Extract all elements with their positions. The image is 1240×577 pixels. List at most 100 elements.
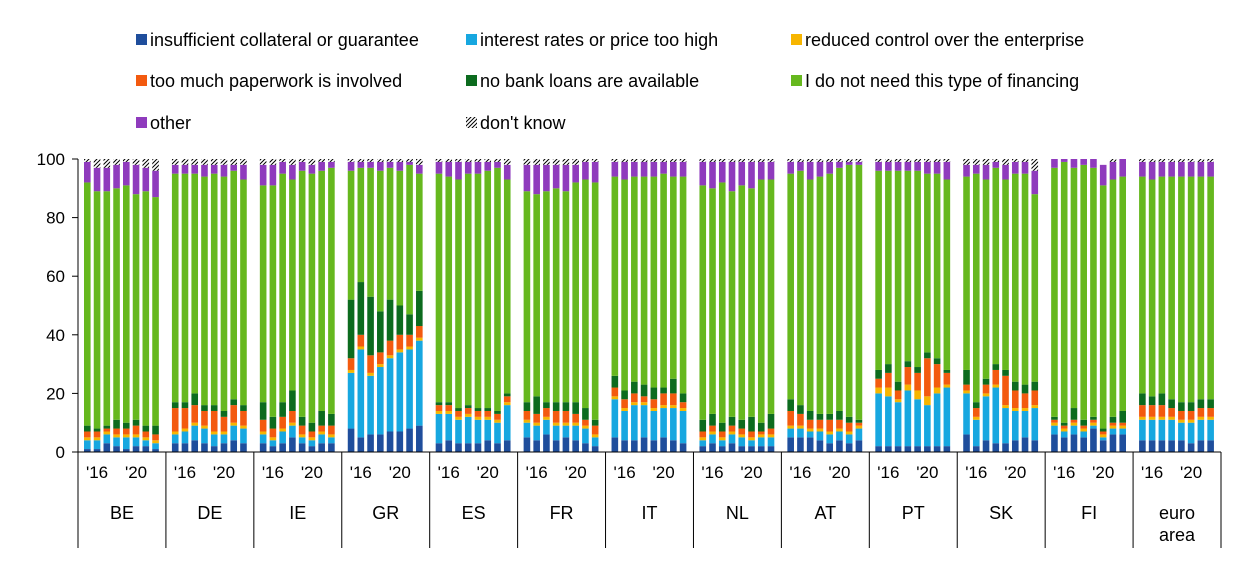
group-label: DE	[197, 503, 222, 523]
bar-segment	[230, 164, 238, 171]
bar-segment	[318, 161, 325, 171]
bar-segment	[1099, 428, 1107, 432]
bar-segment	[1178, 161, 1185, 177]
bar-segment	[347, 170, 355, 300]
bar-segment	[650, 440, 658, 452]
bar	[406, 159, 413, 452]
bar-segment	[631, 381, 638, 394]
bar-segment	[328, 425, 335, 435]
bar-segment	[885, 159, 892, 162]
bar-segment	[797, 428, 804, 438]
bar-segment	[855, 159, 863, 162]
bar-segment	[210, 431, 218, 435]
bar-segment	[572, 159, 579, 165]
bar-segment	[1090, 416, 1097, 420]
bar-segment	[816, 440, 824, 452]
bar-segment	[533, 425, 540, 441]
bar-segment	[191, 173, 199, 394]
bar-segment	[1168, 416, 1175, 420]
bar-segment	[660, 159, 667, 162]
bar-segment	[142, 440, 150, 447]
group-label: SK	[989, 503, 1013, 523]
bar-segment	[787, 399, 794, 411]
bar-segment	[562, 159, 570, 165]
bar-segment	[894, 399, 902, 403]
bar	[1148, 159, 1156, 452]
bar-segment	[474, 173, 482, 409]
bar-segment	[582, 425, 589, 429]
bar-segment	[1051, 425, 1058, 435]
bar-segment	[1148, 419, 1156, 441]
legend-swatch	[136, 34, 147, 45]
bar-segment	[455, 408, 462, 411]
bar-segment	[699, 185, 707, 420]
bar-segment	[445, 410, 453, 414]
bar-segment	[1168, 419, 1175, 441]
bar-segment	[1207, 408, 1214, 417]
bar-segment	[220, 159, 228, 165]
bar-segment	[943, 372, 951, 385]
bar-segment	[894, 159, 902, 162]
bar-segment	[84, 440, 91, 450]
bar-segment	[855, 164, 863, 420]
bar-segment	[113, 159, 120, 165]
bar-segment	[455, 159, 462, 162]
bar-segment	[670, 393, 677, 406]
bar-segment	[845, 443, 853, 452]
bar-segment	[191, 393, 199, 406]
bar-segment	[816, 419, 824, 429]
bar-segment	[816, 431, 824, 441]
bar-segment	[113, 188, 120, 420]
group-label: ES	[462, 503, 486, 523]
bar-segment	[650, 408, 658, 411]
bar-segment	[357, 161, 365, 168]
bar-segment	[269, 437, 277, 441]
bar-segment	[582, 419, 589, 426]
bar-segment	[1002, 179, 1009, 370]
bar-segment	[1158, 419, 1166, 441]
bar-segment	[1158, 176, 1166, 394]
bar-segment	[914, 372, 921, 391]
bar-segment	[328, 443, 335, 452]
bar-segment	[660, 437, 667, 452]
bar-segment	[855, 440, 863, 452]
bar-segment	[640, 405, 648, 438]
bar-segment	[679, 408, 687, 411]
bar-segment	[484, 408, 492, 411]
bar-segment	[1070, 434, 1078, 452]
bar-segment	[816, 159, 824, 162]
bar-segment	[416, 326, 423, 338]
bar-segment	[728, 159, 736, 162]
bar-segment	[1158, 440, 1166, 452]
bar-segment	[885, 364, 892, 373]
bar-segment	[523, 402, 531, 411]
bar-segment	[826, 419, 833, 432]
bar-segment	[894, 170, 902, 382]
bar-segment	[591, 437, 599, 447]
bar-segment	[572, 413, 579, 423]
bar	[924, 159, 931, 452]
bar-segment	[1119, 422, 1126, 426]
bar-segment	[787, 159, 794, 162]
bar-segment	[826, 413, 833, 420]
bar	[894, 159, 902, 452]
bar	[123, 159, 130, 452]
bar-segment	[1178, 410, 1185, 420]
bar	[797, 159, 804, 452]
bar-segment	[396, 349, 404, 353]
bar-segment	[963, 393, 970, 435]
bar-segment	[963, 164, 970, 177]
bar-segment	[367, 355, 374, 373]
bar-segment	[738, 185, 746, 420]
bar-segment	[728, 431, 736, 435]
bar-segment	[621, 390, 628, 400]
bar-segment	[582, 428, 589, 444]
bar-segment	[1070, 167, 1078, 409]
bar	[738, 159, 746, 452]
bar	[494, 159, 501, 452]
bar-segment	[621, 410, 628, 441]
bar-segment	[797, 425, 804, 429]
bar-segment	[1021, 437, 1029, 452]
bar-segment	[523, 422, 531, 438]
bar-segment	[171, 164, 179, 174]
